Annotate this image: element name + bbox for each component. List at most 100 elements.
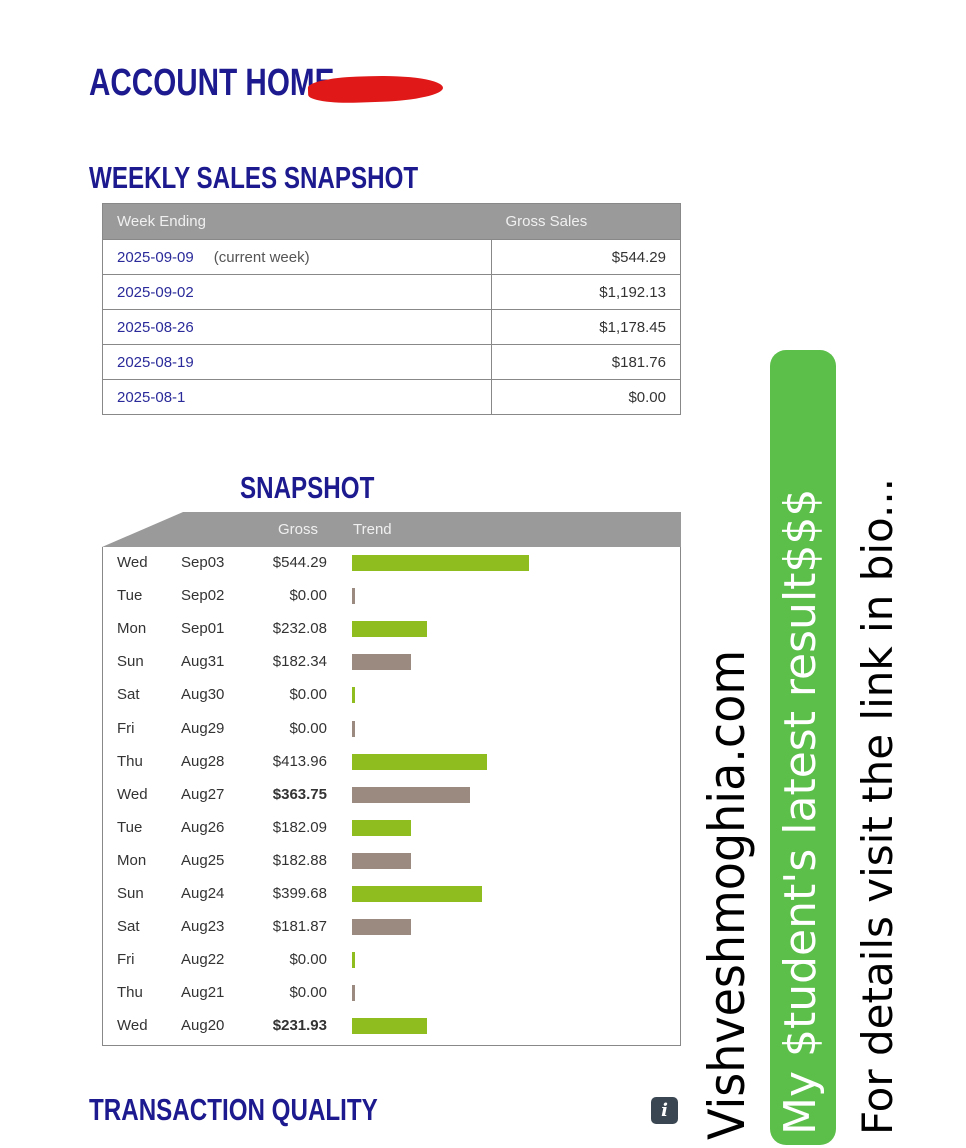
daily-sales-title: SNAPSHOT (240, 470, 375, 505)
day-of-week: Sat (117, 918, 140, 936)
daily-row: Wed Aug27 $363.75 (103, 779, 680, 812)
week-link[interactable]: 2025-09-09 (117, 248, 194, 266)
caption-text: For details visit the link in bio... (853, 477, 902, 1135)
day-of-week: Thu (117, 752, 143, 770)
trend-bar (352, 753, 487, 770)
day-date: Aug26 (181, 818, 225, 836)
day-date: Aug22 (181, 951, 225, 969)
day-of-week: Mon (117, 851, 147, 869)
day-gross: $0.00 (289, 587, 327, 605)
daily-row: Mon Sep01 $232.08 (103, 613, 680, 646)
trend-bar (352, 886, 482, 902)
day-date: Aug20 (181, 1017, 225, 1035)
day-date: Aug23 (181, 918, 225, 936)
daily-row: Mon Aug25 $182.88 (103, 845, 680, 878)
table-row: 2025-09-02 $1,192.13 (102, 274, 681, 310)
weekly-sales-table: Week Ending Gross Sales 2025-09-09 (curre… (102, 203, 681, 415)
daily-row: Thu Aug21 $0.00 (103, 977, 680, 1010)
daily-row: Wed Aug20 $231.93 (103, 1010, 680, 1043)
col-trend: Trend (353, 521, 392, 538)
info-icon[interactable]: i (651, 1097, 678, 1124)
day-of-week: Sun (117, 653, 144, 671)
gross-sales-value: $544.29 (491, 239, 681, 275)
trend-bar (352, 852, 412, 869)
col-gross: Gross (278, 521, 319, 538)
daily-row: Fri Aug22 $0.00 (103, 944, 680, 977)
day-of-week: Fri (117, 719, 135, 737)
day-of-week: Tue (117, 587, 143, 605)
daily-row: Wed Sep03 $544.29 (103, 547, 680, 580)
trend-bar (352, 621, 428, 638)
week-link[interactable]: 2025-08-26 (117, 318, 194, 336)
trend-bar (352, 819, 412, 836)
day-gross: $232.08 (272, 620, 327, 638)
table-row: 2025-08-1 $0.00 (102, 379, 681, 415)
gross-sales-value: $1,192.13 (491, 274, 681, 310)
gross-sales-value: $0.00 (491, 379, 681, 415)
trend-bar (352, 786, 471, 803)
day-date: Aug31 (181, 653, 225, 671)
daily-row: Fri Aug29 $0.00 (103, 713, 680, 746)
trend-bar (352, 654, 412, 671)
day-date: Sep02 (181, 587, 225, 605)
day-date: Aug25 (181, 851, 225, 869)
day-of-week: Mon (117, 620, 147, 638)
daily-row: Sat Aug30 $0.00 (103, 679, 680, 712)
table-row: 2025-08-26 $1,178.45 (102, 309, 681, 345)
table-row: 2025-09-09 (current week) $544.29 (102, 239, 681, 275)
day-of-week: Fri (117, 951, 135, 969)
week-link[interactable]: 2025-08-19 (117, 353, 194, 371)
trend-bar (352, 1018, 428, 1035)
watermark-text: Vishveshmoghia.com (698, 649, 756, 1140)
daily-row: Tue Sep02 $0.00 (103, 580, 680, 613)
week-link[interactable]: 2025-09-02 (117, 283, 194, 301)
day-gross: $0.00 (289, 984, 327, 1002)
daily-row: Sat Aug23 $181.87 (103, 911, 680, 944)
day-gross: $231.93 (272, 1017, 327, 1035)
day-gross: $182.34 (272, 653, 327, 671)
gross-sales-value: $181.76 (491, 344, 681, 380)
day-gross: $413.96 (272, 752, 327, 770)
day-of-week: Sun (117, 885, 144, 902)
day-date: Aug27 (181, 785, 225, 803)
col-week-ending: Week Ending (102, 203, 492, 240)
daily-row: Sun Aug31 $182.34 (103, 646, 680, 679)
week-note: (current week) (213, 248, 310, 266)
weekly-sales-title: WEEKLY SALES SNAPSHOT (89, 160, 419, 195)
trend-bar (352, 985, 355, 1002)
transaction-quality-title: TRANSACTION QUALITY (89, 1092, 378, 1127)
promo-banner (770, 350, 836, 1145)
daily-sales-table: Wed Sep03 $544.29 Tue Sep02 $0.00 Mon Sep01 $232… (102, 547, 681, 1046)
day-gross: $181.87 (272, 918, 327, 936)
page-title: ACCOUNT HOME (89, 62, 335, 104)
day-date: Aug28 (181, 752, 225, 770)
day-date: Aug29 (181, 719, 225, 737)
trend-bar (352, 919, 412, 936)
daily-table-header: Gross Trend (102, 512, 681, 547)
day-of-week: Wed (117, 554, 148, 571)
day-gross: $182.09 (272, 818, 327, 836)
col-gross-sales: Gross Sales (491, 203, 681, 240)
day-date: Aug30 (181, 686, 225, 704)
day-gross: $363.75 (272, 785, 327, 803)
promo-banner-text: My $tudent's latest result$$$ (775, 488, 826, 1135)
day-gross: $0.00 (289, 951, 327, 969)
day-of-week: Sat (117, 686, 140, 704)
day-date: Aug24 (181, 885, 225, 902)
day-date: Sep01 (181, 620, 225, 638)
day-of-week: Thu (117, 984, 143, 1002)
trend-bar (352, 720, 355, 737)
day-of-week: Wed (117, 1017, 148, 1035)
day-gross: $0.00 (289, 719, 327, 737)
day-of-week: Wed (117, 785, 148, 803)
trend-bar (352, 555, 529, 571)
daily-row: Thu Aug28 $413.96 (103, 746, 680, 779)
daily-row: Tue Aug26 $182.09 (103, 812, 680, 845)
gross-sales-value: $1,178.45 (491, 309, 681, 345)
day-date: Aug21 (181, 984, 225, 1002)
trend-bar (352, 687, 355, 704)
week-link[interactable]: 2025-08-1 (117, 388, 186, 406)
day-gross: $399.68 (272, 885, 327, 902)
day-date: Sep03 (181, 554, 225, 571)
day-gross: $544.29 (272, 554, 327, 571)
